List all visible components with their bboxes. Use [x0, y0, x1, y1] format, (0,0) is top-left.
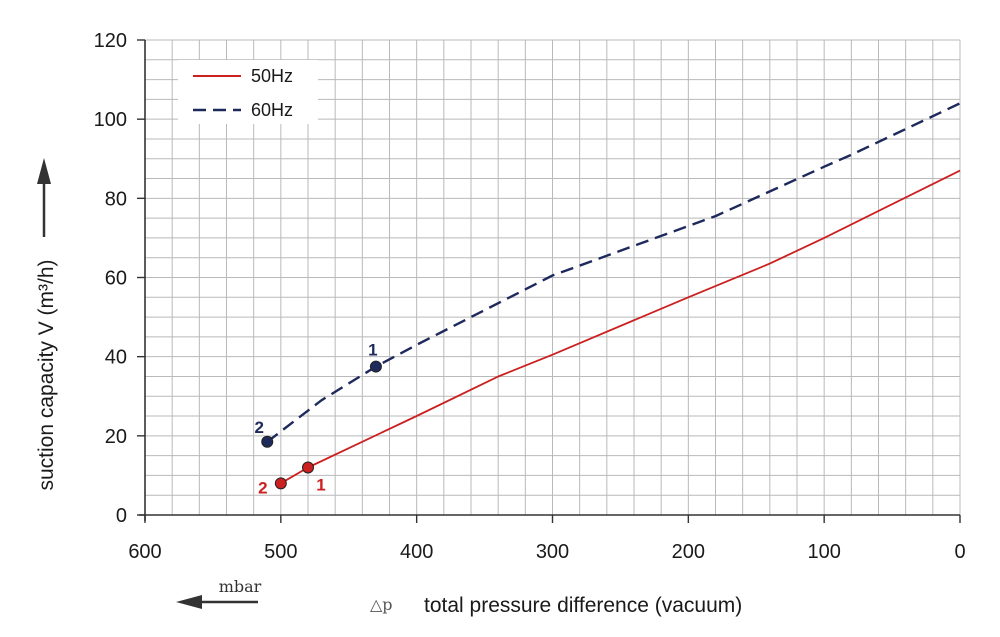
operating-point-label: 1 [368, 341, 377, 360]
axes [137, 39, 961, 523]
legend-label-60hz: 60Hz [251, 100, 293, 120]
operating-point-50hz-1 [302, 461, 314, 474]
operating-point-label: 1 [316, 476, 325, 495]
operating-point-50hz-2 [274, 477, 287, 490]
x-tick-labels: 600 500 400 300 200 100 0 [128, 541, 965, 563]
x-axis-arrow-head [176, 595, 202, 609]
x-tick-label: 400 [400, 541, 433, 563]
y-tick-labels: 0 20 40 60 80 100 120 [94, 30, 127, 527]
delta-p-symbol: △p [370, 595, 393, 614]
y-tick-label: 120 [94, 30, 127, 52]
x-tick-label: 600 [128, 541, 161, 563]
y-tick-label: 60 [105, 268, 127, 290]
x-tick-label: 100 [807, 541, 840, 563]
series-line-50hz [280, 169, 961, 485]
series-line-60hz [266, 102, 961, 443]
x-tick-label: 0 [954, 541, 965, 563]
operating-points: 1 2 1 2 [255, 341, 382, 497]
x-tick-label: 500 [264, 541, 297, 563]
operating-point-60hz-2 [261, 435, 274, 448]
x-axis-unit: mbar [219, 577, 262, 596]
x-tick-label: 200 [672, 541, 705, 563]
x-axis-title-group: mbar △p total pressure difference (vacuu… [176, 577, 742, 617]
series [266, 102, 961, 485]
y-tick-label: 80 [105, 188, 127, 210]
y-tick-label: 0 [116, 505, 127, 527]
legend-label-50hz: 50Hz [251, 66, 293, 86]
x-tick-label: 300 [536, 541, 569, 563]
legend-box [178, 60, 318, 124]
y-tick-label: 20 [105, 426, 127, 448]
y-tick-label: 100 [94, 109, 127, 131]
y-axis-arrow-head [37, 158, 51, 184]
operating-point-60hz-1 [369, 360, 382, 373]
operating-point-label: 2 [258, 478, 267, 497]
y-axis-title-group: suction capacity V (m³/h) [35, 158, 58, 491]
legend: 50Hz 60Hz [178, 60, 318, 124]
y-tick-label: 40 [105, 347, 127, 369]
x-axis-title: total pressure difference (vacuum) [424, 594, 742, 617]
y-axis-title: suction capacity V (m³/h) [35, 259, 58, 490]
operating-point-label: 2 [255, 418, 264, 437]
